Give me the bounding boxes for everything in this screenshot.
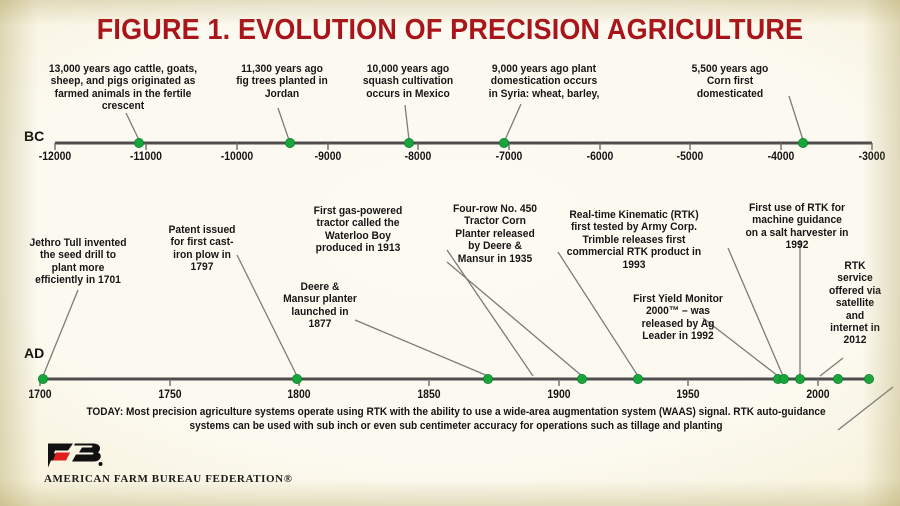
bc-event-dots bbox=[133, 137, 809, 148]
ad-event-dots bbox=[38, 373, 875, 384]
ad-dot-1701 bbox=[38, 373, 49, 384]
bc-dot-9300bc bbox=[284, 137, 295, 148]
today-caption: TODAY: Most precision agriculture system… bbox=[86, 406, 826, 432]
ad-tick-5: 1950 bbox=[676, 388, 700, 401]
bc-note-2: 11,300 years ago fig trees planted in Jo… bbox=[236, 63, 328, 100]
bc-tick-7: -5000 bbox=[676, 150, 704, 163]
bc-dot-11000bc bbox=[133, 137, 144, 148]
ad-tick-3: 1850 bbox=[417, 388, 441, 401]
bc-dot-7000bc bbox=[498, 137, 509, 148]
ad-dot-1877 bbox=[482, 373, 493, 384]
ad-dot-today bbox=[864, 373, 875, 384]
bc-leader-lines bbox=[125, 95, 804, 141]
ad-dot-2012 bbox=[833, 373, 844, 384]
bc-tick-9: -3000 bbox=[858, 150, 886, 163]
ad-dot-1797 bbox=[291, 373, 302, 384]
ad-dot-1935 bbox=[633, 373, 644, 384]
afbf-org-name: AMERICAN FARM BUREAU FEDERATION® bbox=[44, 473, 293, 485]
ad-era-label: AD bbox=[24, 345, 45, 361]
bc-tick-5: -7000 bbox=[495, 150, 523, 163]
page-title: FIGURE 1. EVOLUTION OF PRECISION AGRICUL… bbox=[96, 14, 804, 46]
ad-note-no450-planter: Four-row No. 450 Tractor Corn Planter re… bbox=[452, 203, 538, 265]
bc-tick-1: -11000 bbox=[130, 150, 162, 163]
bc-note-4: 9,000 years ago plant domestication occu… bbox=[488, 63, 600, 100]
ad-dot-1993 bbox=[795, 373, 806, 384]
bc-tick-8: -4000 bbox=[767, 150, 795, 163]
bc-dot-3500bc bbox=[798, 137, 809, 148]
ad-dot-1913 bbox=[577, 373, 588, 384]
ad-note-deere-mansur-planter: Deere & Mansur planter launched in 1877 bbox=[283, 281, 357, 331]
bc-tick-0: -12000 bbox=[38, 150, 72, 163]
ad-tick-0: 1700 bbox=[28, 388, 52, 401]
bc-dot-8000bc bbox=[403, 137, 414, 148]
bc-note-5: 5,500 years ago Corn first domesticated bbox=[691, 63, 769, 100]
afbf-logo: AMERICAN FARM BUREAU FEDERATION® bbox=[44, 440, 293, 485]
ad-tick-2: 1800 bbox=[287, 388, 311, 401]
ad-note-waterloo-boy: First gas-powered tractor called the Wat… bbox=[313, 205, 403, 255]
ad-note-yield-monitor: First Yield Monitor 2000™ – was released… bbox=[633, 293, 723, 343]
bc-note-3: 10,000 years ago squash cultivation occu… bbox=[362, 63, 454, 100]
ad-leader-lines bbox=[42, 240, 894, 431]
bc-era-label: BC bbox=[24, 128, 45, 144]
ad-note-rtk-army-corp: Real-time Kinematic (RTK) first tested b… bbox=[566, 209, 702, 271]
bc-tick-6: -6000 bbox=[586, 150, 614, 163]
ad-note-rtk-satellite: RTK service offered via satellite and in… bbox=[828, 260, 882, 347]
bc-note-1: 13,000 years ago cattle, goats, sheep, a… bbox=[48, 63, 198, 113]
ad-dot-1992b bbox=[779, 373, 790, 384]
bc-tick-2: -10000 bbox=[220, 150, 254, 163]
bc-tick-3: -9000 bbox=[314, 150, 342, 163]
ad-note-cast-iron-plow: Patent issued for first cast- iron plow … bbox=[168, 224, 236, 274]
ad-note-salt-harvester: First use of RTK for machine guidance on… bbox=[745, 202, 849, 252]
bc-ticks bbox=[54, 143, 873, 150]
ad-note-jethro-tull: Jethro Tull invented the seed drill to p… bbox=[29, 237, 127, 287]
bc-tick-4: -8000 bbox=[404, 150, 432, 163]
fb-logo-icon bbox=[48, 443, 103, 468]
ad-tick-4: 1900 bbox=[547, 388, 571, 401]
ad-tick-6: 2000 bbox=[806, 388, 830, 401]
ad-tick-1: 1750 bbox=[158, 388, 182, 401]
